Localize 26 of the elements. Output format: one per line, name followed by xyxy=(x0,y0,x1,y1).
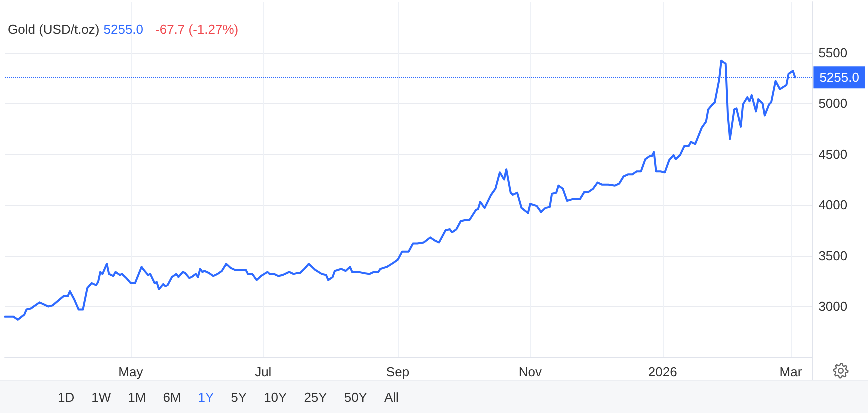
x-tick-label: Jul xyxy=(255,364,272,380)
y-tick-label: 3000 xyxy=(818,299,848,314)
text: Gold (USD/t.oz) xyxy=(8,22,100,37)
text: 1M xyxy=(127,390,148,404)
annotation: 5255.0 xyxy=(104,22,144,37)
text: 50Y xyxy=(343,390,368,404)
ref-line-label: 5255.0 xyxy=(820,70,860,86)
text: All xyxy=(383,390,400,404)
y-tick-label: 4500 xyxy=(818,146,848,162)
y-tick-label: 5000 xyxy=(818,96,848,112)
x-tick-label: Mar xyxy=(780,364,803,380)
text: 25Y xyxy=(303,390,328,404)
y-tick-label: 5500 xyxy=(818,45,848,60)
x-tick-label: 2026 xyxy=(648,364,678,380)
y-tick-label: 4000 xyxy=(818,198,848,213)
text: 5Y xyxy=(230,390,248,404)
x-tick-label: May xyxy=(118,364,144,380)
text: 1D xyxy=(57,390,76,404)
x-tick-label: Nov xyxy=(518,364,542,380)
text: 1Y xyxy=(197,390,216,404)
annotation: -67.7 (-1.27%) xyxy=(156,22,239,37)
text: 10Y xyxy=(263,390,288,404)
text: 6M xyxy=(162,390,182,404)
x-tick-label: Sep xyxy=(386,364,410,380)
y-tick-label: 3500 xyxy=(818,248,848,264)
text: 1W xyxy=(90,390,112,404)
